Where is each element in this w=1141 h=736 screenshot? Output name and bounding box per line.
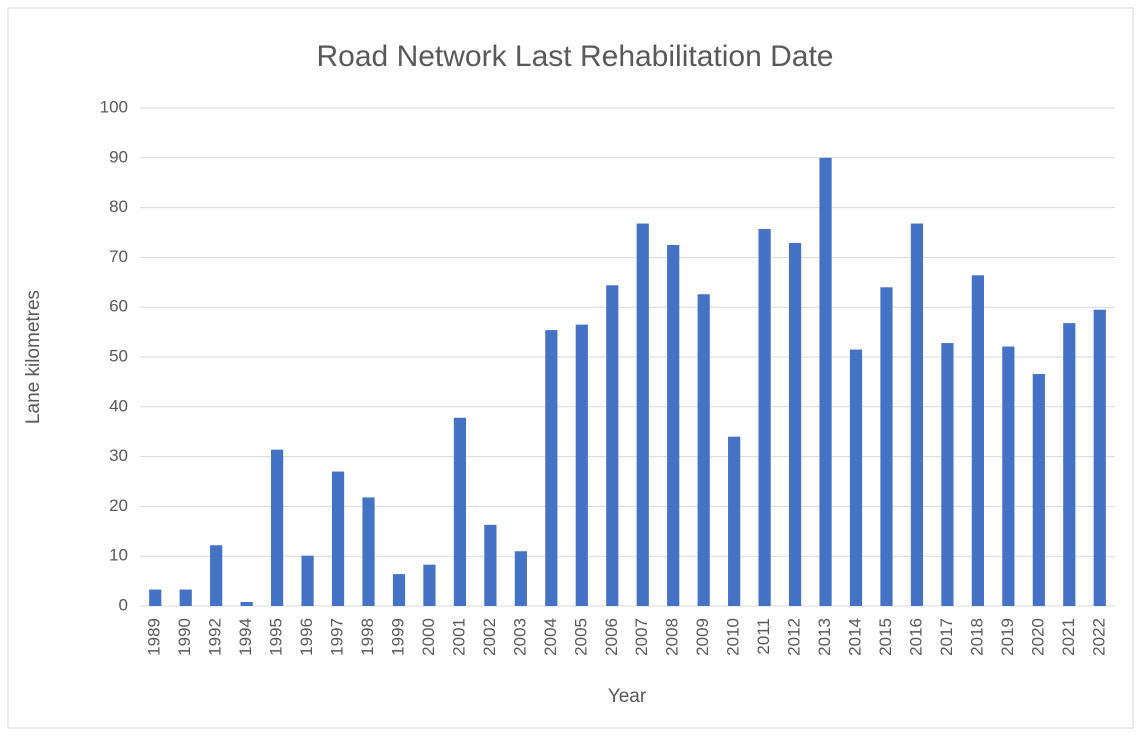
bar — [758, 229, 771, 606]
bar — [453, 417, 467, 606]
bar — [514, 551, 527, 606]
x-axis-label: Year — [608, 686, 647, 707]
x-tick-label: 2017 — [937, 618, 956, 656]
chart-title: Road Network Last Rehabilitation Date — [317, 40, 834, 73]
bar — [910, 223, 924, 606]
x-tick-label: 2022 — [1089, 618, 1108, 656]
bar — [149, 589, 162, 606]
x-tick-label: 2013 — [815, 618, 834, 656]
x-tick-label: 2008 — [663, 618, 682, 656]
bar — [1032, 373, 1045, 606]
bar — [849, 349, 863, 606]
x-tick-label: 1996 — [297, 618, 316, 656]
x-tick-label: 2002 — [480, 618, 499, 656]
bar — [362, 497, 375, 606]
bar — [1093, 309, 1106, 606]
x-tick-label: 2014 — [846, 618, 865, 656]
bar — [331, 471, 345, 606]
x-tick-label: 2011 — [754, 618, 773, 655]
x-tick-label: 2004 — [541, 618, 560, 656]
x-tick-label: 2006 — [602, 618, 621, 656]
x-tick-label: 1997 — [328, 618, 347, 656]
x-tick-label: 2018 — [967, 618, 986, 656]
bar — [575, 324, 588, 606]
y-tick-label: 10 — [109, 546, 128, 565]
x-tick-label: 1994 — [236, 618, 255, 656]
x-tick-label: 2012 — [785, 618, 804, 656]
bar — [819, 157, 832, 607]
bar — [1002, 346, 1015, 606]
bar — [941, 343, 954, 606]
bar — [210, 545, 223, 606]
x-tick-label: 1989 — [145, 618, 164, 656]
y-tick-label: 90 — [109, 147, 128, 166]
x-tick-label: 2019 — [998, 618, 1017, 656]
bar — [880, 287, 893, 606]
y-tick-label: 50 — [109, 346, 128, 365]
y-axis-label: Lane kilometres — [23, 290, 44, 424]
bar — [606, 285, 619, 606]
x-tick-label: 2015 — [876, 618, 895, 656]
y-tick-label: 60 — [109, 297, 128, 316]
x-tick-label: 2016 — [906, 618, 925, 656]
bar — [971, 275, 984, 606]
x-tick-label: 2001 — [449, 618, 468, 656]
bar — [301, 555, 314, 606]
y-tick-label: 0 — [119, 595, 128, 614]
bar — [484, 524, 497, 606]
x-tick-label: 1990 — [175, 618, 194, 656]
bar — [667, 244, 680, 606]
x-tick-label: 2003 — [510, 618, 529, 656]
x-tick-label: 2010 — [724, 618, 743, 656]
x-tick-label: 1995 — [267, 618, 286, 656]
bar — [788, 242, 802, 606]
x-tick-label: 2020 — [1028, 618, 1047, 656]
y-tick-label: 80 — [109, 197, 128, 216]
y-tick-label: 40 — [109, 396, 128, 415]
x-tick-label: 2007 — [632, 618, 651, 656]
x-tick-label: 2005 — [571, 618, 590, 656]
bar — [179, 589, 192, 606]
x-tick-label: 1998 — [358, 618, 377, 656]
x-tick-label: 1992 — [206, 618, 225, 656]
bar — [697, 294, 710, 606]
bar — [271, 449, 284, 606]
y-tick-label: 70 — [109, 247, 128, 266]
y-tick-label: 100 — [100, 97, 128, 116]
x-tick-label: 1999 — [388, 618, 407, 656]
x-tick-label: 2009 — [693, 618, 712, 656]
bar — [392, 574, 406, 606]
y-tick-label: 30 — [109, 446, 128, 465]
bar — [423, 564, 436, 606]
x-tick-label: 2000 — [419, 618, 438, 656]
bar — [1063, 323, 1076, 606]
x-tick-label: 2021 — [1059, 618, 1078, 656]
bar — [636, 223, 649, 606]
bar — [545, 330, 558, 606]
bar — [728, 436, 741, 606]
y-tick-label: 20 — [109, 496, 128, 515]
bar — [240, 602, 253, 606]
